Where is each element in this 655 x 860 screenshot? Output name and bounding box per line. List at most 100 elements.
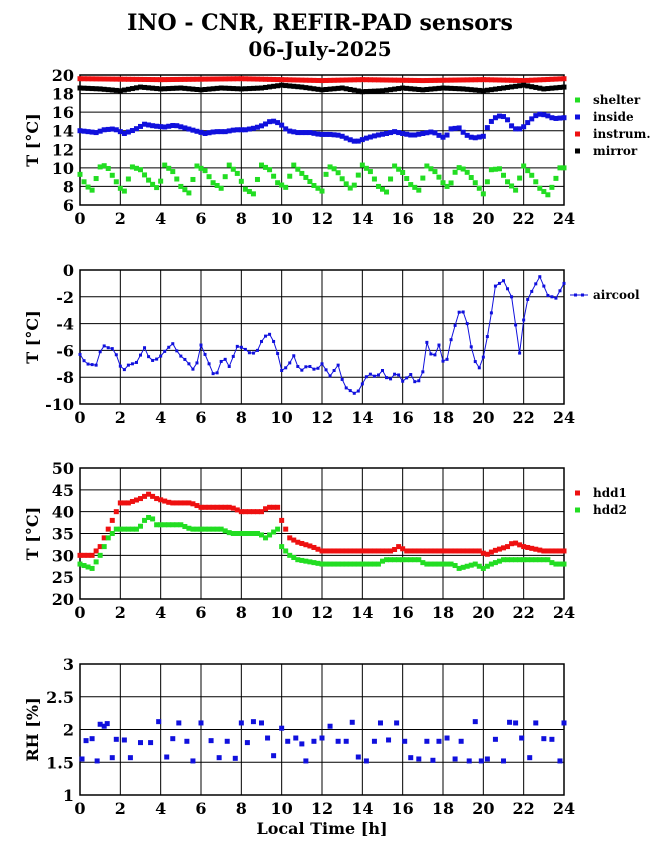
data-point <box>396 86 402 92</box>
y-tick-label: -8 <box>56 368 74 387</box>
data-point <box>86 362 90 366</box>
data-point <box>315 560 321 566</box>
data-point <box>561 76 567 82</box>
data-point <box>206 76 212 82</box>
data-point <box>413 380 417 384</box>
data-point <box>85 129 91 135</box>
data-point <box>466 758 472 764</box>
series-instrum- <box>77 76 567 84</box>
y-tick-label: 2 <box>63 721 74 740</box>
data-point <box>343 86 349 92</box>
data-point <box>444 132 450 138</box>
data-point <box>170 736 176 742</box>
data-point <box>319 735 325 741</box>
data-point <box>432 86 438 92</box>
data-point <box>230 127 236 133</box>
data-point <box>190 86 196 92</box>
data-point <box>432 561 438 567</box>
data-point <box>416 187 422 193</box>
data-point <box>158 86 164 92</box>
data-point <box>388 77 394 83</box>
data-point <box>507 719 513 725</box>
data-point <box>154 496 160 502</box>
data-point <box>279 82 285 88</box>
data-point <box>557 758 563 764</box>
data-point <box>335 170 341 176</box>
data-point <box>529 77 535 83</box>
data-point <box>412 557 418 563</box>
data-point <box>440 85 446 91</box>
data-point <box>448 126 454 132</box>
data-point <box>186 190 192 196</box>
data-point <box>170 123 176 129</box>
data-point <box>530 289 534 293</box>
data-point <box>549 736 555 742</box>
data-point <box>436 77 442 83</box>
data-point <box>85 552 91 558</box>
data-point <box>430 757 436 763</box>
data-point <box>299 84 305 90</box>
data-point <box>299 557 305 563</box>
data-point <box>117 526 123 532</box>
data-point <box>420 548 426 554</box>
data-point <box>271 83 277 89</box>
data-point <box>384 77 390 83</box>
x-tick-label: 22 <box>513 209 535 228</box>
x-tick-label: 10 <box>271 603 293 622</box>
data-point <box>456 125 462 131</box>
data-point <box>513 187 519 193</box>
data-point <box>464 77 470 83</box>
data-point <box>170 169 176 175</box>
data-point <box>90 363 94 367</box>
data-point <box>307 77 313 83</box>
data-point <box>210 129 216 135</box>
data-point <box>190 758 196 764</box>
data-point <box>412 132 418 138</box>
data-point <box>351 561 357 567</box>
data-point <box>109 126 115 132</box>
data-point <box>133 497 139 503</box>
data-point <box>230 166 236 172</box>
data-point <box>174 522 180 528</box>
data-point <box>351 182 357 188</box>
data-point <box>384 557 390 563</box>
data-point <box>125 176 131 182</box>
data-point <box>105 535 111 541</box>
data-point <box>138 123 143 129</box>
data-point <box>525 77 531 83</box>
data-point <box>162 522 168 528</box>
data-point <box>125 86 131 92</box>
data-point <box>101 723 107 729</box>
data-point <box>545 113 551 119</box>
data-point <box>416 548 422 554</box>
data-point <box>319 561 325 567</box>
data-point <box>174 500 180 506</box>
data-point <box>537 557 543 563</box>
data-point <box>198 76 204 82</box>
data-point <box>138 167 143 173</box>
x-tick-label: 14 <box>351 603 373 622</box>
data-point <box>303 558 309 564</box>
data-point <box>186 86 192 92</box>
data-point <box>121 526 127 532</box>
data-point <box>267 76 273 82</box>
data-point <box>291 555 297 561</box>
series-inside <box>77 111 567 144</box>
data-point <box>230 86 236 92</box>
data-point <box>81 128 87 134</box>
data-point <box>371 561 377 567</box>
data-point <box>166 522 172 528</box>
data-point <box>303 174 309 180</box>
x-tick-label: 4 <box>155 603 166 622</box>
data-point <box>121 131 127 136</box>
data-point <box>275 83 281 89</box>
data-point <box>553 76 559 82</box>
data-point <box>246 126 252 132</box>
data-point <box>537 77 543 83</box>
data-point <box>452 548 458 554</box>
data-point <box>150 123 156 129</box>
y-tick-label: 25 <box>52 568 74 587</box>
data-point <box>323 77 329 83</box>
data-point <box>97 76 103 82</box>
